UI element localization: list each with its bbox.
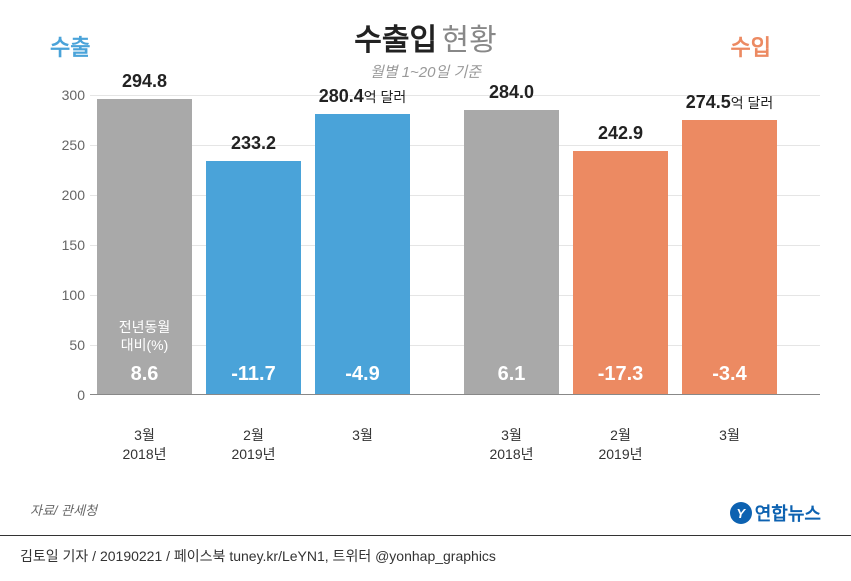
x-axis-label: 3월2018년 xyxy=(97,426,192,465)
x-axis-label: 2월2019년 xyxy=(206,426,301,465)
plot-area: 050100150200250300 294.8전년동월대비(%)8.6233.… xyxy=(90,75,820,395)
bar-pct-label: -4.9 xyxy=(315,363,410,386)
bar-pct-label: -11.7 xyxy=(206,363,301,386)
title-bold: 수출입 xyxy=(354,24,437,57)
x-axis-label: 3월 xyxy=(682,426,777,465)
bar-fill: 233.2-11.7 xyxy=(206,161,301,394)
y-tick-label: 150 xyxy=(50,237,85,253)
bar-value-label: 294.8 xyxy=(88,71,202,92)
title-light: 현황 xyxy=(442,24,497,57)
bar: 233.2-11.7 xyxy=(206,75,301,394)
bar: 294.8전년동월대비(%)8.6 xyxy=(97,75,192,394)
bar-fill: 242.9-17.3 xyxy=(573,151,668,394)
x-axis-label: 3월 xyxy=(315,426,410,465)
x-axis-label: 2월2019년 xyxy=(573,426,668,465)
bar: 280.4억 달러-4.9 xyxy=(315,75,410,394)
bar-value-label: 274.5억 달러 xyxy=(673,92,787,113)
bar-inner-title: 전년동월대비(%) xyxy=(97,318,192,354)
bar: 284.06.1 xyxy=(464,75,559,394)
y-tick-label: 300 xyxy=(50,87,85,103)
bar-pct-label: 6.1 xyxy=(464,363,559,386)
bar-fill: 294.8전년동월대비(%)8.6 xyxy=(97,99,192,394)
legend-export: 수출 xyxy=(50,30,90,62)
footer-credits: 김토일 기자 / 20190221 / 페이스북 tuney.kr/LeYN1,… xyxy=(20,546,496,566)
logo: Y 연합뉴스 xyxy=(730,500,821,526)
chart-title: 수출입 현황 xyxy=(30,15,821,59)
bar-value-label: 242.9 xyxy=(564,123,678,144)
bar-pct-label: -3.4 xyxy=(682,363,777,386)
x-axis-label: 3월2018년 xyxy=(464,426,559,465)
source-text: 자료/ 관세청 xyxy=(30,500,97,519)
bar-value-label: 280.4억 달러 xyxy=(306,86,420,107)
legend-import: 수입 xyxy=(731,30,771,62)
logo-icon: Y xyxy=(730,502,752,524)
y-tick-label: 50 xyxy=(50,337,85,353)
y-tick-label: 100 xyxy=(50,287,85,303)
bar-pct-label: 8.6 xyxy=(97,363,192,386)
bar-fill: 284.06.1 xyxy=(464,110,559,394)
bar-value-label: 284.0 xyxy=(455,82,569,103)
bar: 242.9-17.3 xyxy=(573,75,668,394)
bar: 274.5억 달러-3.4 xyxy=(682,75,777,394)
bar-pct-label: -17.3 xyxy=(573,363,668,386)
bar-value-label: 233.2 xyxy=(197,133,311,154)
bar-fill: 280.4억 달러-4.9 xyxy=(315,114,410,394)
y-tick-label: 200 xyxy=(50,187,85,203)
chart-area: 050100150200250300 294.8전년동월대비(%)8.6233.… xyxy=(50,75,820,420)
footer-divider xyxy=(0,535,851,536)
y-tick-label: 0 xyxy=(50,387,85,403)
logo-text: 연합뉴스 xyxy=(755,500,821,526)
y-tick-label: 250 xyxy=(50,137,85,153)
bar-fill: 274.5억 달러-3.4 xyxy=(682,120,777,395)
